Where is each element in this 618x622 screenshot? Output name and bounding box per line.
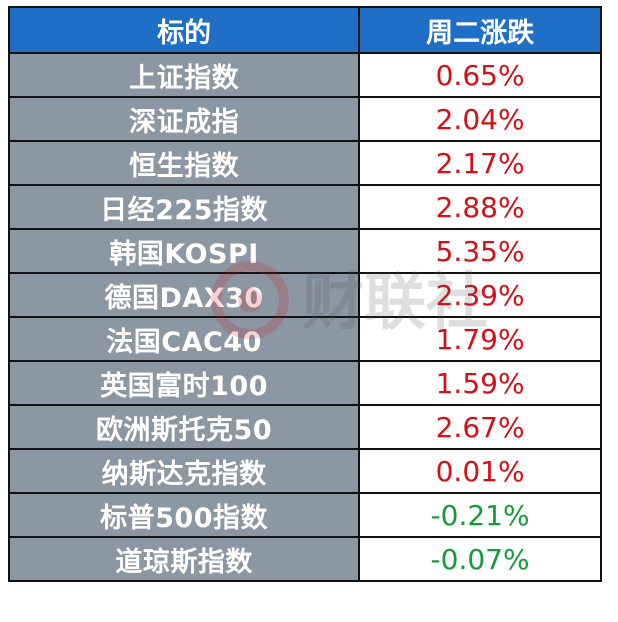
- table-row: 标普500指数 -0.21%: [7, 492, 602, 538]
- change-value: 0.65%: [358, 52, 602, 98]
- change-value: 2.04%: [358, 96, 602, 142]
- table-row: 纳斯达克指数 0.01%: [7, 448, 602, 494]
- index-name: 上证指数: [7, 52, 361, 98]
- change-value: -0.21%: [358, 492, 602, 538]
- change-value: 1.59%: [358, 360, 602, 406]
- index-name: 英国富时100: [7, 360, 361, 406]
- change-value: 1.79%: [358, 316, 602, 362]
- change-value: 2.67%: [358, 404, 602, 450]
- table-row: 英国富时100 1.59%: [7, 360, 602, 406]
- change-value: 2.39%: [358, 272, 602, 318]
- table-row: 恒生指数 2.17%: [7, 140, 602, 186]
- index-change-table: 标的 周二涨跌 上证指数 0.65% 深证成指 2.04% 恒生指数 2.17%…: [7, 6, 602, 582]
- index-name: 德国DAX30: [7, 272, 361, 318]
- header-tuesday-change: 周二涨跌: [358, 6, 602, 54]
- table-row: 欧洲斯托克50 2.67%: [7, 404, 602, 450]
- index-name: 欧洲斯托克50: [7, 404, 361, 450]
- table-row: 德国DAX30 2.39%: [7, 272, 602, 318]
- change-value: 0.01%: [358, 448, 602, 494]
- index-name: 深证成指: [7, 96, 361, 142]
- table-row: 道琼斯指数 -0.07%: [7, 536, 602, 582]
- header-index-name: 标的: [7, 6, 361, 54]
- index-name: 日经225指数: [7, 184, 361, 230]
- table-row: 上证指数 0.65%: [7, 52, 602, 98]
- change-value: -0.07%: [358, 536, 602, 582]
- table-row: 深证成指 2.04%: [7, 96, 602, 142]
- index-name: 法国CAC40: [7, 316, 361, 362]
- change-value: 2.17%: [358, 140, 602, 186]
- table-row: 韩国KOSPI 5.35%: [7, 228, 602, 274]
- index-name: 标普500指数: [7, 492, 361, 538]
- header-row: 标的 周二涨跌: [7, 6, 602, 54]
- table-row: 法国CAC40 1.79%: [7, 316, 602, 362]
- index-name: 纳斯达克指数: [7, 448, 361, 494]
- change-value: 5.35%: [358, 228, 602, 274]
- index-name: 道琼斯指数: [7, 536, 361, 582]
- table-body: 上证指数 0.65% 深证成指 2.04% 恒生指数 2.17% 日经225指数…: [7, 52, 602, 582]
- index-name: 恒生指数: [7, 140, 361, 186]
- change-value: 2.88%: [358, 184, 602, 230]
- table-row: 日经225指数 2.88%: [7, 184, 602, 230]
- index-name: 韩国KOSPI: [7, 228, 361, 274]
